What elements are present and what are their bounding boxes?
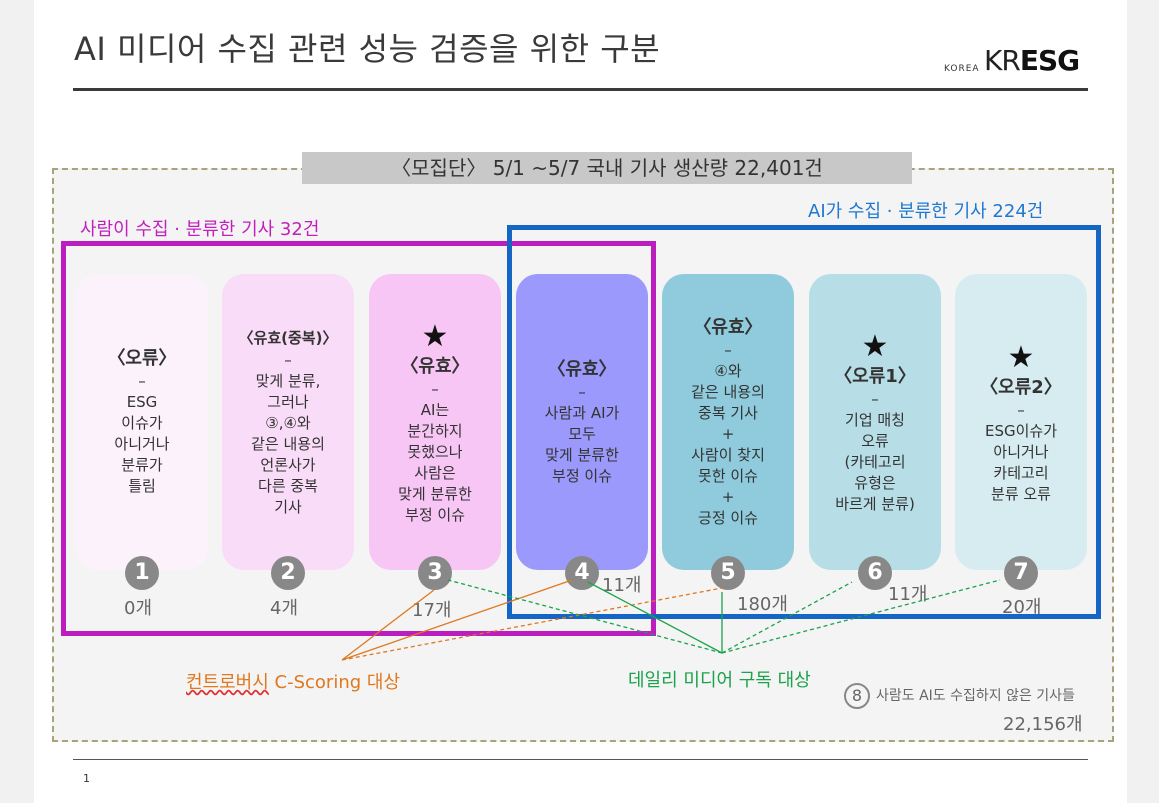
logo-esg: ESG [1019, 44, 1080, 77]
card-text-line: 부정 이슈 [552, 466, 612, 485]
daily-media-target-label: 데일리 미디어 구독 대상 [628, 670, 811, 691]
card-text-line: 아니거나 [993, 442, 1049, 461]
category-number-badge-1: 1 [125, 556, 159, 590]
card-title: 〈유효〉 [547, 358, 617, 380]
card-text-line: 못한 이슈 [698, 466, 758, 485]
card-text-line: AI는 [420, 400, 450, 419]
star-icon: ★ [421, 318, 449, 354]
card-title: 〈유효〉 [400, 355, 470, 377]
category-count-1: 0개 [124, 598, 153, 619]
card-text-line: 언론사가 [260, 456, 316, 474]
ai-frame [507, 225, 1101, 619]
card-text-line: 카테고리 [993, 463, 1049, 482]
card-text-line: 사람이 찾지 [691, 445, 765, 464]
card-title: 〈오류〉 [107, 348, 177, 369]
card-text-line: ESG [126, 393, 158, 411]
card-text-line: ④와 [714, 361, 742, 380]
right-gutter [1127, 0, 1159, 803]
left-gutter [0, 0, 34, 803]
card-text-line: 같은 내용의 [251, 435, 325, 453]
card-text-line: 유형은 [854, 474, 896, 492]
card-text-line: 부정 이슈 [405, 505, 465, 524]
card-text-line: + [721, 487, 735, 506]
card-text-line: + [721, 424, 735, 443]
card-text-line: ESG이슈가 [984, 421, 1058, 440]
card-text-line: 이슈가 [121, 414, 163, 432]
card-text-line: 기사 [274, 498, 302, 516]
controversy-target-label: 컨트로버시 C-Scoring 대상 [186, 668, 400, 694]
card-text-line: 맞게 분류, [255, 372, 321, 390]
card-text-line: ③,④와 [265, 414, 311, 432]
card-text-line: 다른 중복 [258, 477, 318, 495]
card-text-line: 중복 기사 [698, 403, 758, 422]
card-text-line: 사람과 AI가 [544, 403, 620, 422]
logo-mark: KRESG [984, 44, 1080, 77]
c-scoring-text: C-Scoring 대상 [268, 672, 401, 693]
card-dash: – [724, 340, 732, 359]
card-dash: – [431, 379, 439, 398]
card-title: 〈유효(중복)〉 [238, 329, 338, 347]
number-eight-badge: 8 [844, 683, 870, 709]
population-header: 〈모집단〉 5/1 ~5/7 국내 기사 생산량 22,401건 [302, 152, 912, 184]
uncollected-note: 8 사람도 AI도 수집하지 않은 기사들 [844, 683, 1075, 709]
human-collected-label: 사람이 수집 · 분류한 기사 32건 [80, 219, 320, 240]
card-text-line: 같은 내용의 [691, 382, 765, 401]
category-count-7: 20개 [1002, 597, 1042, 618]
category-number-badge-7: 7 [1004, 556, 1038, 590]
star-icon: ★ [861, 329, 889, 364]
card-text-line: 아니거나 [114, 435, 170, 453]
card-dash: – [1017, 400, 1025, 419]
card-text-line: 분류가 [121, 456, 163, 474]
card-text-line: 그러나 [267, 393, 309, 411]
card-dash: – [871, 390, 879, 408]
card-text-line: 모두 [568, 424, 596, 443]
card-dash: – [578, 382, 586, 401]
card-text-line: 긍정 이슈 [698, 508, 758, 527]
card-text-line: 사람은 [414, 463, 456, 482]
card-text-line: 바르게 분류) [835, 495, 915, 513]
card-dash: – [138, 372, 146, 390]
uncollected-text: 사람도 AI도 수집하지 않은 기사들 [876, 688, 1075, 704]
card-title: 〈유효〉 [693, 316, 763, 338]
card-text-line: 분류 오류 [991, 484, 1051, 503]
card-dash: – [284, 351, 292, 369]
logo-korea-text: KOREA [944, 64, 980, 74]
title-divider [73, 88, 1088, 91]
card-text-line: 맞게 분류한 [545, 445, 619, 464]
uncollected-count: 22,156개 [1003, 714, 1083, 735]
card-text-line: 분간하지 [407, 421, 463, 440]
category-number-badge-2: 2 [271, 556, 305, 590]
footer-divider [73, 759, 1088, 760]
controversy-word: 컨트로버시 [186, 672, 269, 693]
card-text-line: (카테고리 [844, 453, 906, 471]
card-text-line: 틀림 [128, 477, 156, 495]
card-text-line: 맞게 분류한 [398, 484, 472, 503]
ai-collected-label: AI가 수집 · 분류한 기사 224건 [808, 201, 1044, 222]
card-text-line: 오류 [861, 432, 889, 450]
kresg-logo: KOREA KRESG [944, 44, 1094, 78]
logo-kr: KR [984, 44, 1021, 77]
star-icon: ★ [1007, 339, 1035, 375]
card-text-line: 기업 매칭 [845, 411, 905, 429]
page-number: 1 [83, 772, 90, 785]
card-text-line: 못했으나 [407, 442, 463, 461]
card-title: 〈오류1〉 [834, 366, 916, 387]
page-title: AI 미디어 수집 관련 성능 검증을 위한 구분 [74, 30, 661, 68]
card-title: 〈오류2〉 [980, 376, 1062, 398]
category-count-2: 4개 [270, 598, 299, 619]
